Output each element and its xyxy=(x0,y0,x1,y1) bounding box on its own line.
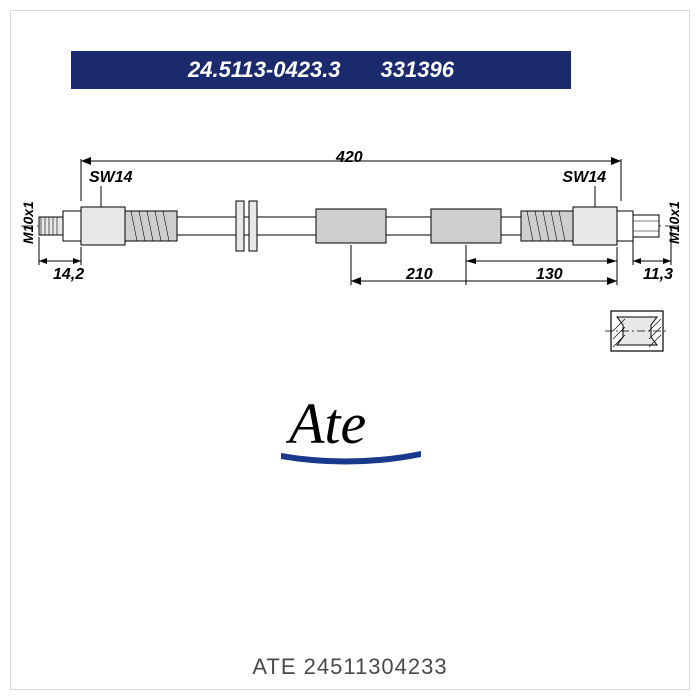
left-thread-label: M10x1 xyxy=(20,194,36,244)
ref-number: 331396 xyxy=(381,57,454,83)
overall-length-label: 420 xyxy=(336,149,363,167)
product-caption: ATE 24511304233 xyxy=(0,654,700,680)
caption-code: 24511304233 xyxy=(304,654,448,679)
drawing-canvas: 24.5113-0423.3 331396 M10x1 M10x1 SW14 S… xyxy=(10,10,690,690)
left-sw-label: SW14 xyxy=(89,169,133,187)
right-thread-label: M10x1 xyxy=(666,194,682,244)
dim-210-label: 210 xyxy=(406,266,433,284)
left-tip-len-label: 14,2 xyxy=(53,266,84,284)
logo-text-path: Ate xyxy=(285,391,366,456)
dim-130-label: 130 xyxy=(536,266,563,284)
ate-logo: Ate xyxy=(271,391,431,471)
part-number: 24.5113-0423.3 xyxy=(188,57,341,83)
right-tip-len-label: 11,3 xyxy=(643,266,673,284)
right-sw-label: SW14 xyxy=(562,169,606,187)
title-bar: 24.5113-0423.3 331396 xyxy=(71,51,571,89)
caption-brand: ATE xyxy=(252,654,296,679)
technical-diagram: M10x1 M10x1 SW14 SW14 420 14,2 210 130 1… xyxy=(11,131,691,391)
